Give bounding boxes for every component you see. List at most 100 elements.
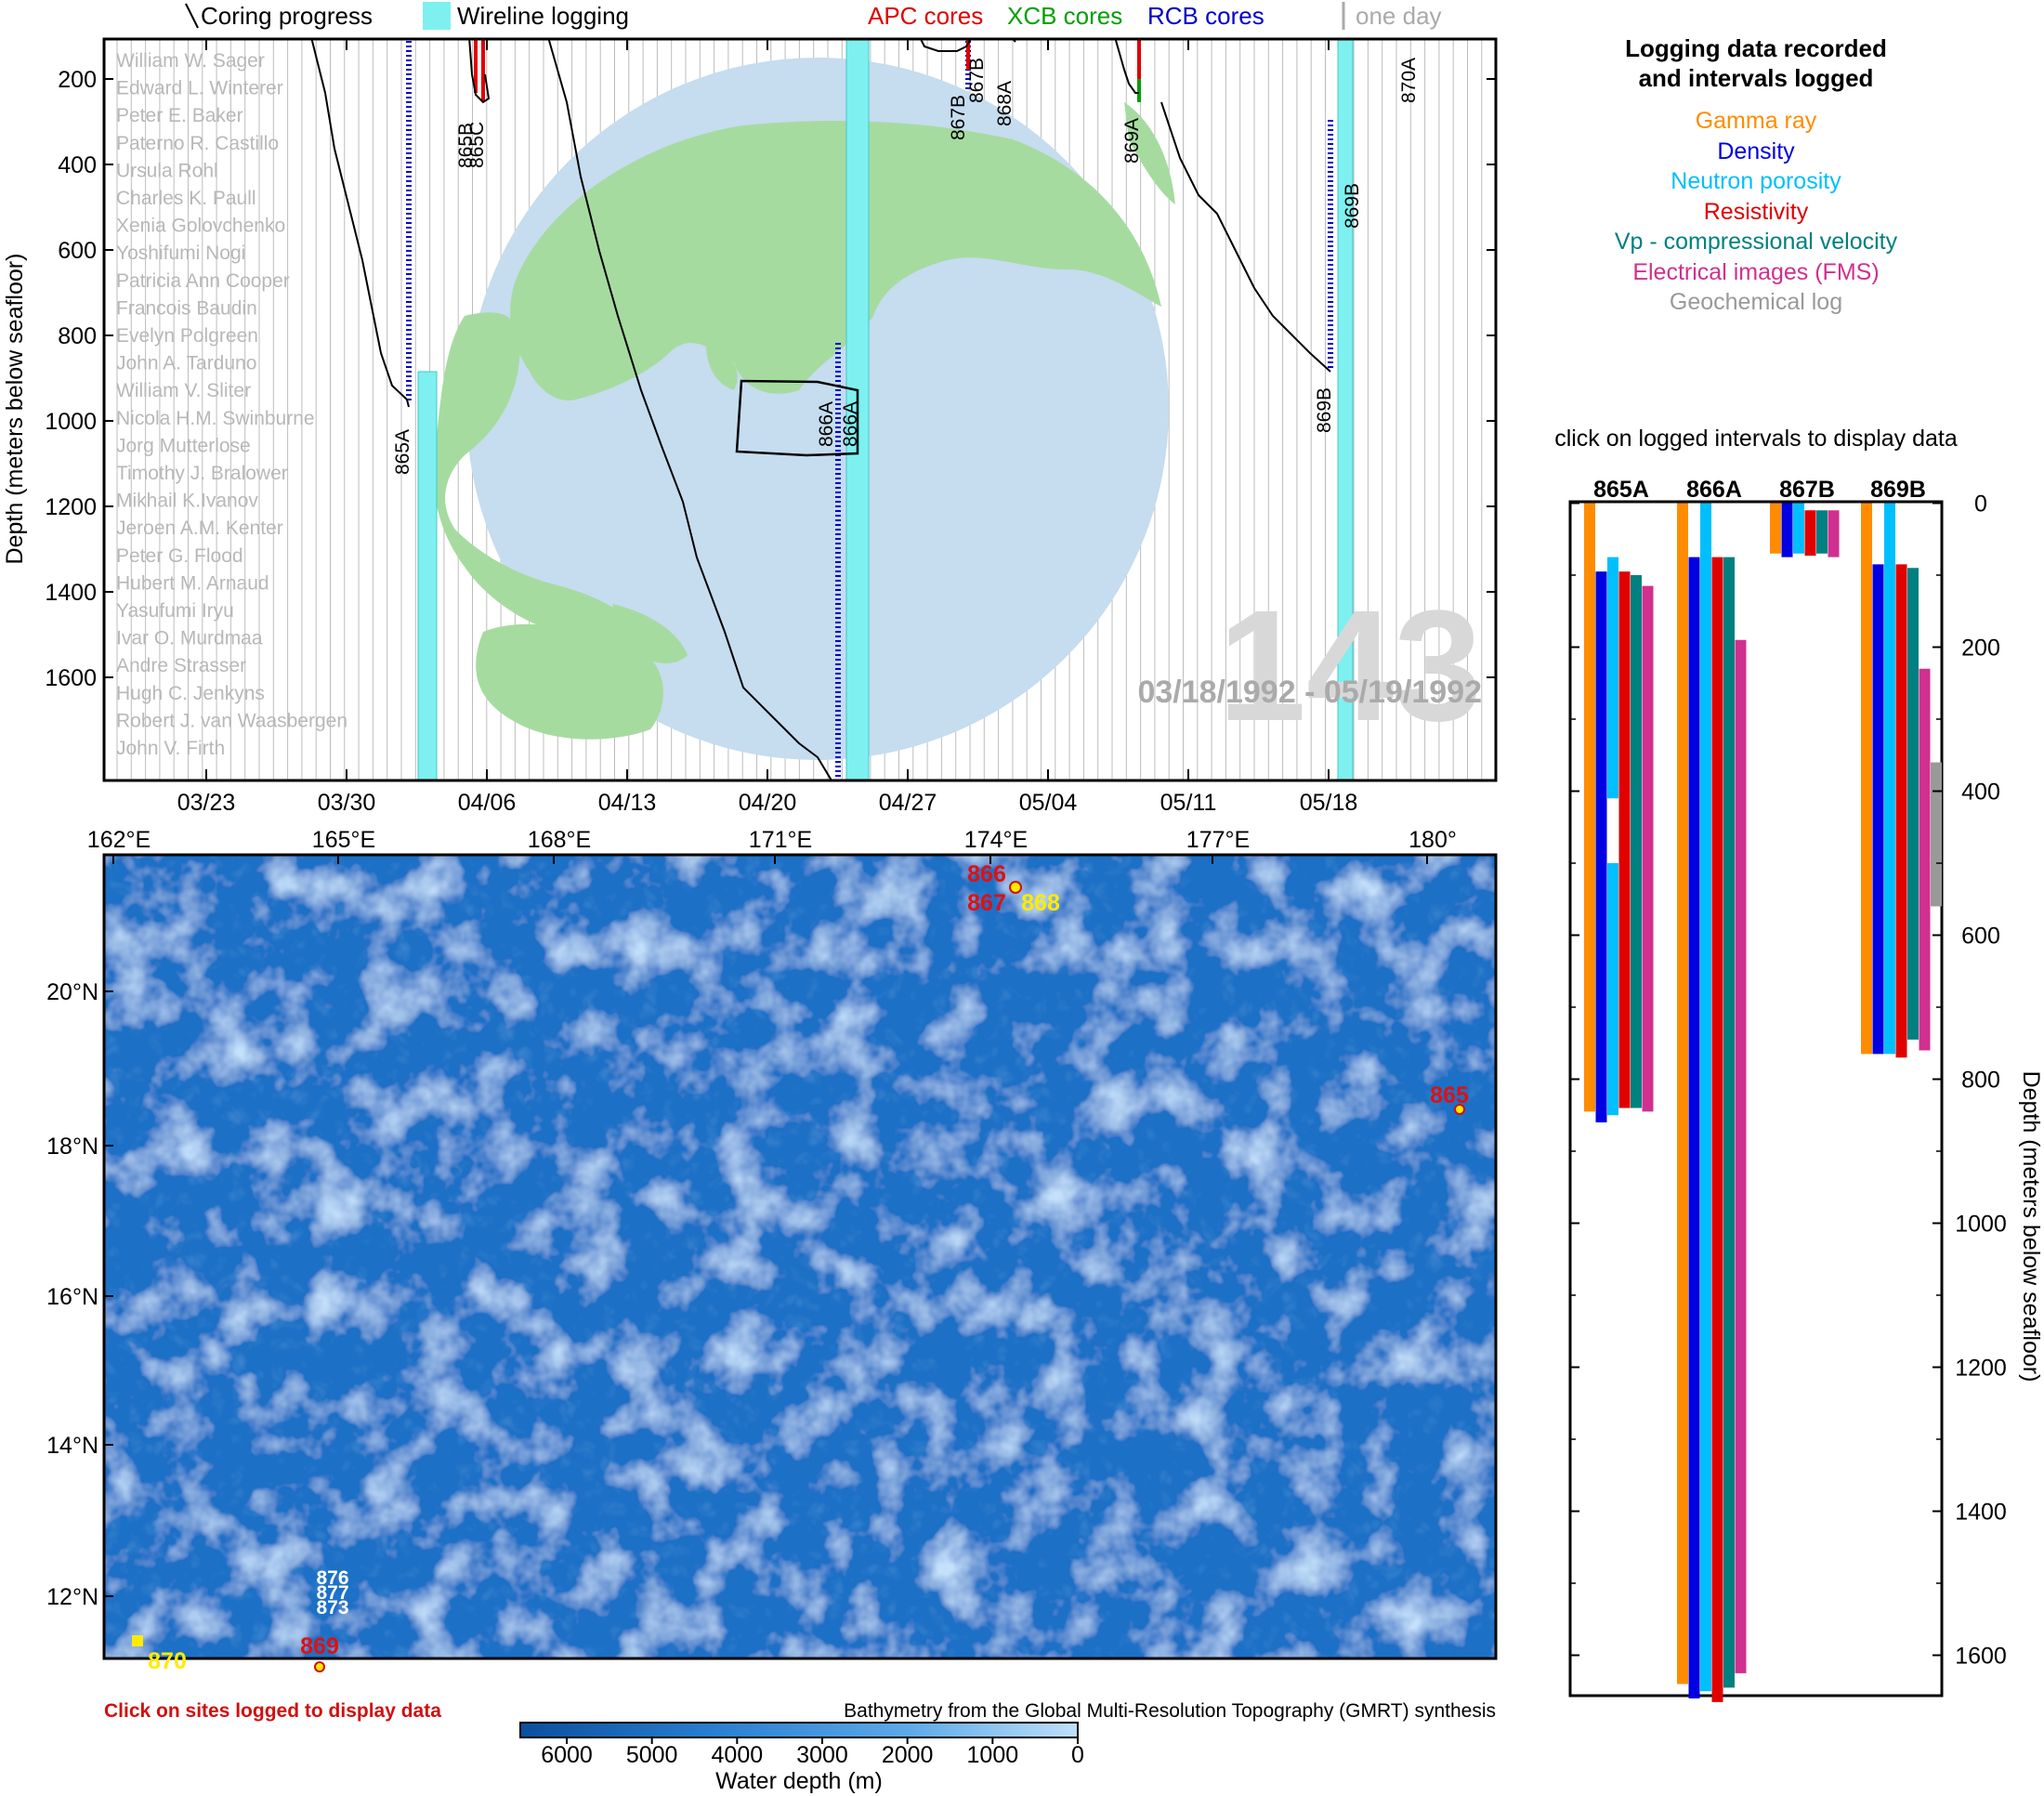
logging-legend-item: Geochemical log [1669,289,1843,315]
scientist-name: Evelyn Polgreen [116,325,258,347]
scientist-name: Charles K. Paull [116,188,256,209]
site-marker [132,1635,143,1646]
hole-label: 869B [1342,183,1363,229]
logged-interval-bar[interactable] [1770,503,1781,554]
wireline-swatch [423,2,451,30]
logged-interval-bar[interactable] [1688,557,1700,1698]
x-tick-label: 04/13 [598,790,657,816]
logged-interval-bar[interactable] [1607,557,1618,799]
scientist-name: Robert J. van Waasbergen [116,710,347,731]
logged-site-label[interactable]: 866 [967,861,1006,887]
coring-progress-line [468,39,491,104]
one-day-legend-label: one day [1356,2,1442,30]
logged-interval-bar[interactable] [1642,585,1654,1112]
site-label: 868 [1021,890,1060,916]
bathymetry-relief [104,855,1496,1658]
wireline-logging-bar[interactable] [845,37,870,818]
logged-interval-bar[interactable] [1723,557,1735,1688]
logging-legend: Logging data recorded and intervals logg… [1505,33,2007,318]
scientist-name: Jorg Mutterlose [116,435,251,456]
logged-interval-bar[interactable] [1919,668,1931,1051]
scientist-name: Jeroen A.M. Kenter [116,518,283,539]
scientist-name: Timothy J. Bralower [116,463,288,484]
logging-legend-title-1: Logging data recorded [1625,34,1887,62]
logged-site-label[interactable]: 865 [1430,1082,1469,1108]
intervals-y-tick-label: 800 [1961,1068,2000,1094]
logging-legend-item: Gamma ray [1695,108,1817,134]
logged-interval-bar[interactable] [1618,571,1631,1108]
site-marker[interactable] [1454,1104,1465,1115]
logged-interval-bar[interactable] [1804,510,1816,557]
logged-interval-bar[interactable] [1828,510,1840,557]
scientist-name: Peter E. Baker [116,105,243,126]
y-tick-label: 400 [58,152,97,178]
globe-inset [433,58,1175,760]
x-tick-label: 04/27 [879,790,937,816]
logged-interval-bar[interactable] [1793,503,1804,554]
x-tick-label: 03/30 [318,790,376,816]
logged-interval-bar[interactable] [1781,503,1793,557]
x-tick-label: 05/04 [1019,790,1078,816]
logged-interval-bar[interactable] [1631,575,1642,1108]
logged-interval-bar[interactable] [1861,503,1872,1055]
intervals-y-axis-label: Depth (meters below seafloor) [2018,1071,2044,1383]
coring-progress-swatch [185,3,199,29]
intervals-y-tick-label: 1200 [1955,1356,2007,1382]
lon-tick-label: 171°E [749,827,812,853]
logged-interval-bar[interactable] [1735,639,1747,1673]
x-tick-label: 05/18 [1300,790,1358,816]
logged-interval-bar[interactable] [1895,564,1907,1058]
wireline-logging-bar[interactable] [417,371,438,818]
map-click-note: Click on sites logged to display data [104,1700,441,1722]
logged-interval-bar[interactable] [1884,503,1895,1055]
logged-site-label[interactable]: 869 [300,1633,339,1659]
logged-interval-bar[interactable] [1711,557,1723,1702]
timeline-frame [102,37,1498,782]
lon-tick-label: 162°E [87,827,151,853]
scientist-name: Yasufumi Iryu [116,600,234,622]
bathymetry-map: 162°E 165°E 168°E 171°E 174°E 177°E 180° 20°N 18… [46,827,1498,1794]
top-legend: Coring progress Wireline logging APC cor… [185,2,1442,30]
lat-tick-label: 16°N [46,1284,98,1310]
scientist-name: Mikhail K.Ivanov [116,491,258,512]
x-tick-label: 03/23 [177,790,236,816]
site-marker[interactable] [1009,881,1022,894]
hole-column-label: 869B [1870,477,1926,503]
leg-date-range: 03/18/1992 - 05/19/1992 [1137,675,1482,710]
map-frame [102,853,1498,1660]
wireline-logging-bar[interactable] [1337,37,1354,818]
site-marker[interactable] [314,1661,325,1672]
hole-label: 866A [816,401,837,447]
hole-label: 867B [966,58,988,103]
logged-interval-bar[interactable] [1607,863,1618,1116]
hole-label: 865A [392,429,413,475]
intervals-y-tick-label: 0 [1974,492,1987,518]
logged-interval-bar[interactable] [1907,568,1919,1040]
logged-intervals-hint: click on logged intervals to display dat… [1554,426,1958,452]
logging-legend-item: Electrical images (FMS) [1632,258,1880,285]
logged-interval-bar[interactable] [1584,503,1595,1112]
logged-interval-bar[interactable] [1700,503,1711,1692]
logged-interval-bar[interactable] [1816,510,1828,554]
logged-interval-bar[interactable] [1677,503,1688,1685]
hole-label: 865C [466,122,488,168]
globe-land [433,102,1175,740]
logged-interval-bar[interactable] [1595,571,1607,1122]
logged-interval-bar[interactable] [1931,762,1942,907]
intervals-y-tick-label: 1400 [1955,1500,2007,1526]
depth-colorbar [519,1722,1079,1738]
hole-column-label: 866A [1686,477,1742,503]
study-area-box [735,379,859,457]
lon-tick-label: 165°E [312,827,375,853]
lon-tick-label: 168°E [528,827,591,853]
lat-tick-label: 18°N [46,1134,98,1160]
scientist-name: Hugh C. Jenkyns [116,683,265,704]
logging-legend-item: Resistivity [1703,198,1809,225]
logged-interval-bar[interactable] [1872,564,1884,1055]
scientist-name: Edward L. Winterer [116,78,283,99]
lat-tick-label: 20°N [46,979,98,1005]
colorbar-tick-label: 0 [1071,1742,1084,1768]
logged-site-label[interactable]: 867 [967,890,1006,916]
site-label: 873 [316,1597,348,1619]
logging-legend-item: Neutron porosity [1671,168,1841,194]
